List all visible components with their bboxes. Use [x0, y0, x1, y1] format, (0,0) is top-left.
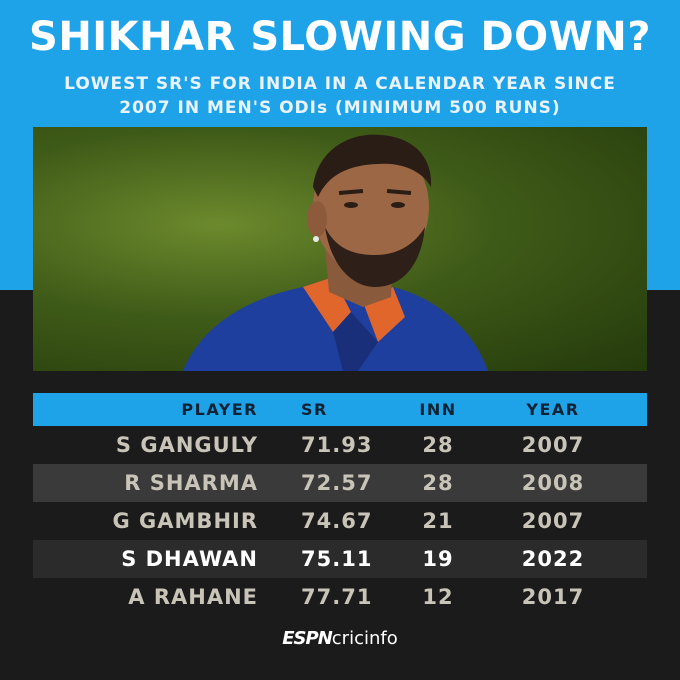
cell-sr: 74.67: [301, 509, 373, 533]
cell-player: R SHARMA: [124, 471, 258, 495]
player-photo: [33, 127, 647, 371]
table-header-row: PLAYER SR INN YEAR: [33, 393, 647, 426]
page-title: SHIKHAR SLOWING DOWN?: [29, 14, 651, 60]
cell-inn: 21: [422, 509, 454, 533]
logo-cricinfo-text: cricinfo: [331, 628, 398, 649]
subtitle-line-1: LOWEST SR'S FOR INDIA IN A CALENDAR YEAR…: [64, 74, 616, 94]
cell-year: 2022: [521, 547, 585, 571]
cell-player: S DHAWAN: [121, 547, 258, 571]
header-year: YEAR: [526, 400, 580, 419]
cell-year: 2008: [521, 471, 585, 495]
subtitle: LOWEST SR'S FOR INDIA IN A CALENDAR YEAR…: [40, 72, 640, 120]
player-photo-illustration: [183, 134, 488, 371]
header-sr: SR: [301, 400, 328, 419]
cell-sr: 72.57: [301, 471, 373, 495]
stats-table: PLAYER SR INN YEAR S GANGULY 71.93 28 20…: [33, 393, 647, 616]
cell-sr: 77.71: [301, 585, 373, 609]
cell-player: A RAHANE: [128, 585, 258, 609]
cell-sr: 75.11: [301, 547, 373, 571]
cell-year: 2007: [521, 433, 585, 457]
header-player: PLAYER: [181, 400, 258, 419]
cell-inn: 12: [422, 585, 454, 609]
header-inn: INN: [419, 400, 457, 419]
cell-inn: 19: [422, 547, 454, 571]
cell-year: 2007: [521, 509, 585, 533]
cell-inn: 28: [422, 433, 454, 457]
cell-year: 2017: [521, 585, 585, 609]
table-row: G GAMBHIR 74.67 21 2007: [33, 502, 647, 540]
cell-player: S GANGULY: [115, 433, 258, 457]
table-row: R SHARMA 72.57 28 2008: [33, 464, 647, 502]
logo-espn-text: ESPN: [282, 628, 333, 649]
subtitle-line-2: 2007 IN MEN'S ODIs (MINIMUM 500 RUNS): [119, 98, 561, 118]
cell-sr: 71.93: [301, 433, 373, 457]
cell-player: G GAMBHIR: [112, 509, 258, 533]
table-row-highlighted: S DHAWAN 75.11 19 2022: [33, 540, 647, 578]
espncricinfo-logo: ESPNcricinfo: [0, 628, 680, 649]
table-row: A RAHANE 77.71 12 2017: [33, 578, 647, 616]
cell-inn: 28: [422, 471, 454, 495]
table-row: S GANGULY 71.93 28 2007: [33, 426, 647, 464]
